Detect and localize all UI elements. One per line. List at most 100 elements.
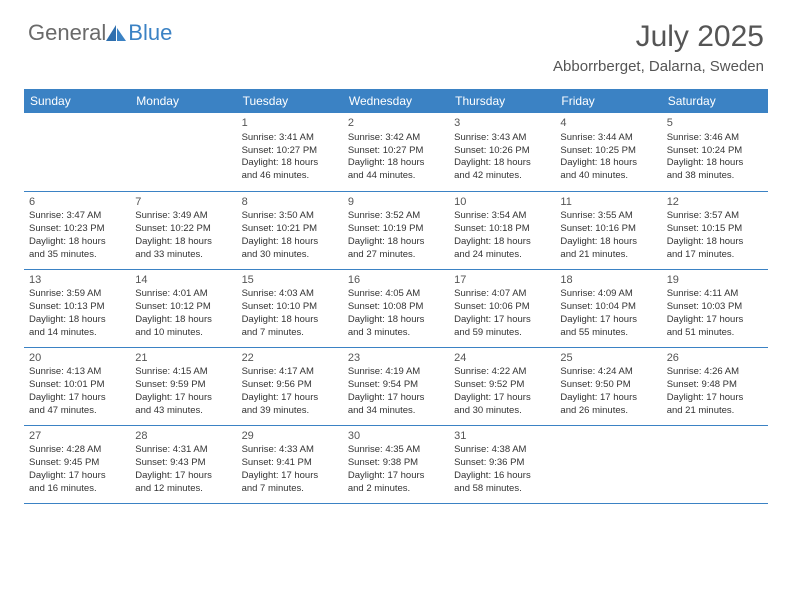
daylight-text: and 7 minutes. (242, 483, 338, 496)
daylight-text: Daylight: 17 hours (29, 392, 125, 405)
day-number: 14 (135, 273, 231, 288)
daylight-text: Daylight: 18 hours (454, 236, 550, 249)
calendar-cell: 5Sunrise: 3:46 AMSunset: 10:24 PMDayligh… (662, 113, 768, 191)
daylight-text: Daylight: 18 hours (348, 314, 444, 327)
sunrise-text: Sunrise: 3:49 AM (135, 210, 231, 223)
calendar-cell: 3Sunrise: 3:43 AMSunset: 10:26 PMDayligh… (449, 113, 555, 191)
daylight-text: Daylight: 18 hours (348, 157, 444, 170)
daylight-text: Daylight: 17 hours (135, 470, 231, 483)
weekday-header: Saturday (662, 89, 768, 113)
sunrise-text: Sunrise: 4:31 AM (135, 444, 231, 457)
day-number: 16 (348, 273, 444, 288)
sunrise-text: Sunrise: 4:03 AM (242, 288, 338, 301)
calendar-cell: 15Sunrise: 4:03 AMSunset: 10:10 PMDaylig… (237, 269, 343, 347)
daylight-text: Daylight: 18 hours (135, 236, 231, 249)
sunset-text: Sunset: 10:06 PM (454, 301, 550, 314)
logo-text-general: General (28, 20, 106, 46)
sunset-text: Sunset: 9:52 PM (454, 379, 550, 392)
day-number: 13 (29, 273, 125, 288)
day-number: 29 (242, 429, 338, 444)
day-number: 25 (560, 351, 656, 366)
sunrise-text: Sunrise: 3:52 AM (348, 210, 444, 223)
calendar-row: 6Sunrise: 3:47 AMSunset: 10:23 PMDayligh… (24, 191, 768, 269)
daylight-text: and 35 minutes. (29, 249, 125, 262)
sunset-text: Sunset: 10:16 PM (560, 223, 656, 236)
sunset-text: Sunset: 10:01 PM (29, 379, 125, 392)
calendar-cell: 17Sunrise: 4:07 AMSunset: 10:06 PMDaylig… (449, 269, 555, 347)
calendar-row: 13Sunrise: 3:59 AMSunset: 10:13 PMDaylig… (24, 269, 768, 347)
calendar-cell: 13Sunrise: 3:59 AMSunset: 10:13 PMDaylig… (24, 269, 130, 347)
daylight-text: and 34 minutes. (348, 405, 444, 418)
sunset-text: Sunset: 10:18 PM (454, 223, 550, 236)
sunset-text: Sunset: 10:27 PM (242, 145, 338, 158)
weekday-header: Monday (130, 89, 236, 113)
daylight-text: Daylight: 17 hours (560, 392, 656, 405)
sunrise-text: Sunrise: 4:19 AM (348, 366, 444, 379)
calendar-cell (662, 425, 768, 503)
calendar-cell (130, 113, 236, 191)
calendar-cell: 6Sunrise: 3:47 AMSunset: 10:23 PMDayligh… (24, 191, 130, 269)
sunrise-text: Sunrise: 3:59 AM (29, 288, 125, 301)
sunset-text: Sunset: 9:48 PM (667, 379, 763, 392)
daylight-text: Daylight: 18 hours (29, 314, 125, 327)
month-title: July 2025 (553, 20, 764, 54)
sunset-text: Sunset: 10:13 PM (29, 301, 125, 314)
calendar-table: Sunday Monday Tuesday Wednesday Thursday… (24, 89, 768, 504)
daylight-text: Daylight: 18 hours (560, 157, 656, 170)
daylight-text: and 33 minutes. (135, 249, 231, 262)
sunset-text: Sunset: 9:41 PM (242, 457, 338, 470)
daylight-text: and 47 minutes. (29, 405, 125, 418)
day-number: 19 (667, 273, 763, 288)
sunset-text: Sunset: 9:45 PM (29, 457, 125, 470)
daylight-text: and 59 minutes. (454, 327, 550, 340)
sunset-text: Sunset: 10:27 PM (348, 145, 444, 158)
sunset-text: Sunset: 9:50 PM (560, 379, 656, 392)
calendar-cell: 25Sunrise: 4:24 AMSunset: 9:50 PMDayligh… (555, 347, 661, 425)
day-number: 5 (667, 116, 763, 131)
weekday-header: Wednesday (343, 89, 449, 113)
day-number: 7 (135, 195, 231, 210)
calendar-cell: 20Sunrise: 4:13 AMSunset: 10:01 PMDaylig… (24, 347, 130, 425)
daylight-text: and 17 minutes. (667, 249, 763, 262)
sunset-text: Sunset: 10:04 PM (560, 301, 656, 314)
day-number: 1 (242, 116, 338, 131)
daylight-text: Daylight: 17 hours (667, 314, 763, 327)
calendar-cell: 18Sunrise: 4:09 AMSunset: 10:04 PMDaylig… (555, 269, 661, 347)
day-number: 3 (454, 116, 550, 131)
sunset-text: Sunset: 10:25 PM (560, 145, 656, 158)
day-number: 4 (560, 116, 656, 131)
day-number: 23 (348, 351, 444, 366)
daylight-text: and 10 minutes. (135, 327, 231, 340)
calendar-cell: 26Sunrise: 4:26 AMSunset: 9:48 PMDayligh… (662, 347, 768, 425)
daylight-text: Daylight: 18 hours (667, 157, 763, 170)
day-number: 28 (135, 429, 231, 444)
daylight-text: Daylight: 17 hours (135, 392, 231, 405)
daylight-text: Daylight: 17 hours (454, 314, 550, 327)
daylight-text: Daylight: 18 hours (667, 236, 763, 249)
sunrise-text: Sunrise: 3:57 AM (667, 210, 763, 223)
day-number: 26 (667, 351, 763, 366)
daylight-text: and 39 minutes. (242, 405, 338, 418)
day-number: 27 (29, 429, 125, 444)
daylight-text: and 21 minutes. (667, 405, 763, 418)
daylight-text: and 26 minutes. (560, 405, 656, 418)
sunset-text: Sunset: 9:54 PM (348, 379, 444, 392)
sunrise-text: Sunrise: 3:54 AM (454, 210, 550, 223)
day-number: 31 (454, 429, 550, 444)
sunset-text: Sunset: 9:56 PM (242, 379, 338, 392)
daylight-text: and 55 minutes. (560, 327, 656, 340)
logo-sail-icon (106, 25, 126, 41)
daylight-text: and 21 minutes. (560, 249, 656, 262)
calendar-cell: 11Sunrise: 3:55 AMSunset: 10:16 PMDaylig… (555, 191, 661, 269)
day-number: 20 (29, 351, 125, 366)
sunset-text: Sunset: 9:38 PM (348, 457, 444, 470)
sunset-text: Sunset: 10:15 PM (667, 223, 763, 236)
daylight-text: Daylight: 18 hours (135, 314, 231, 327)
daylight-text: and 42 minutes. (454, 170, 550, 183)
calendar-cell: 1Sunrise: 3:41 AMSunset: 10:27 PMDayligh… (237, 113, 343, 191)
location: Abborrberget, Dalarna, Sweden (553, 58, 764, 75)
day-number: 8 (242, 195, 338, 210)
sunrise-text: Sunrise: 3:46 AM (667, 132, 763, 145)
daylight-text: Daylight: 16 hours (454, 470, 550, 483)
calendar-cell (555, 425, 661, 503)
